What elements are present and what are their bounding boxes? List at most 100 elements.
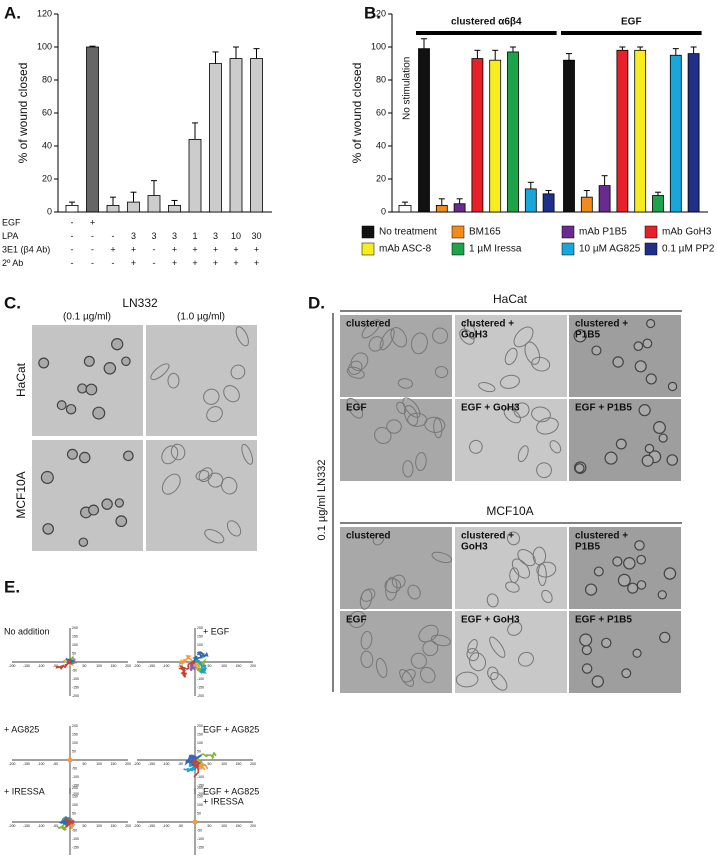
- bar: [687, 53, 700, 213]
- cell: [56, 400, 67, 411]
- bar: [563, 59, 575, 213]
- tick-label: 150: [72, 794, 78, 798]
- cell: [517, 549, 536, 567]
- legend-label: mAb P1B5: [579, 227, 627, 238]
- bar: [229, 58, 243, 213]
- bar: [106, 204, 120, 213]
- tick-label: 150: [197, 732, 203, 736]
- panel-letter: A.: [4, 3, 21, 22]
- cell: [359, 589, 373, 610]
- micrograph: [569, 527, 681, 609]
- legend-swatch: [644, 242, 658, 256]
- bar: [147, 195, 161, 213]
- tick-label: 200: [72, 786, 78, 790]
- tick-label: -150: [72, 845, 79, 849]
- micrograph: [32, 325, 143, 436]
- track: [189, 660, 197, 672]
- condition-value: +: [172, 258, 177, 268]
- tick-label: 200: [125, 824, 131, 828]
- panel-letter: C.: [4, 293, 21, 312]
- condition-value: +: [90, 217, 95, 227]
- micrograph: [340, 610, 452, 693]
- cell: [424, 416, 446, 433]
- cell: [617, 573, 631, 587]
- error-bar: [672, 48, 679, 56]
- tick-label: 100: [96, 824, 102, 828]
- cell: [38, 357, 50, 369]
- tile-label: clustered +: [575, 319, 628, 330]
- micrograph: [455, 527, 567, 609]
- error-bar: [545, 190, 552, 194]
- tick-label: 50: [72, 651, 76, 655]
- error-bar: [438, 198, 445, 206]
- y-tick-label: 60: [376, 107, 386, 117]
- cell: [517, 445, 529, 463]
- condition-value: 1: [192, 231, 197, 241]
- track: [194, 658, 207, 674]
- cell: [652, 421, 666, 435]
- cell: [391, 574, 406, 589]
- bar: [398, 204, 412, 213]
- tick-label: -200: [133, 664, 140, 668]
- tick-label: 50: [197, 749, 201, 753]
- tick-label: -150: [148, 664, 155, 668]
- legend-label: mAb GoH3: [662, 227, 712, 238]
- tick-label: 150: [111, 762, 117, 766]
- condition-value: -: [71, 244, 74, 254]
- tick-label: -50: [72, 766, 77, 770]
- bar: [65, 204, 79, 213]
- condition-value: +: [213, 244, 218, 254]
- plot-label: + IRESSA: [203, 796, 244, 806]
- tick-label: 100: [72, 741, 78, 745]
- tick-label: 150: [72, 732, 78, 736]
- bar: [634, 49, 647, 213]
- cell: [636, 580, 647, 590]
- legend-label: No treatment: [379, 227, 437, 238]
- micrograph: [146, 325, 257, 436]
- cell: [241, 443, 254, 465]
- condition-value: -: [71, 258, 74, 268]
- error-bar: [690, 46, 697, 54]
- error-bar: [130, 191, 137, 203]
- condition-value: 3: [131, 231, 136, 241]
- condition-value: +: [172, 244, 177, 254]
- condition-value: -: [112, 258, 115, 268]
- tick-label: 50: [208, 824, 212, 828]
- plot-label: + AG825: [4, 724, 39, 734]
- tile-label: GoH3: [461, 542, 488, 553]
- y-tick-label: 20: [42, 173, 52, 183]
- tick-label: -100: [37, 762, 44, 766]
- cell: [78, 451, 91, 464]
- legend-swatch: [451, 242, 465, 256]
- micrograph: [340, 315, 452, 397]
- cell: [207, 472, 224, 488]
- tick-label: 50: [83, 664, 87, 668]
- cell: [646, 318, 656, 329]
- cell: [78, 537, 89, 548]
- y-tick-label: 0: [47, 206, 52, 216]
- tick-label: -150: [72, 685, 79, 689]
- cell: [466, 647, 480, 662]
- tick-label: 150: [111, 664, 117, 668]
- tick-label: 200: [125, 762, 131, 766]
- micrograph-bg: [455, 527, 567, 609]
- tile-label: clustered: [346, 531, 390, 542]
- tick-label: -50: [53, 664, 58, 668]
- micrograph-bg: [340, 315, 452, 397]
- cell: [379, 328, 395, 351]
- cell: [103, 362, 117, 375]
- bar: [471, 58, 484, 213]
- micrograph-bg: [455, 399, 567, 481]
- cell: [115, 515, 128, 528]
- tick-label: -50: [178, 824, 183, 828]
- cell: [612, 356, 624, 368]
- y-tick-label: 120: [37, 8, 52, 18]
- tick-label: -150: [23, 762, 30, 766]
- cell: [167, 372, 180, 389]
- cell: [407, 584, 421, 600]
- cell: [430, 634, 451, 647]
- tick-label: 150: [236, 762, 242, 766]
- bar: [127, 201, 140, 213]
- track: [178, 661, 196, 678]
